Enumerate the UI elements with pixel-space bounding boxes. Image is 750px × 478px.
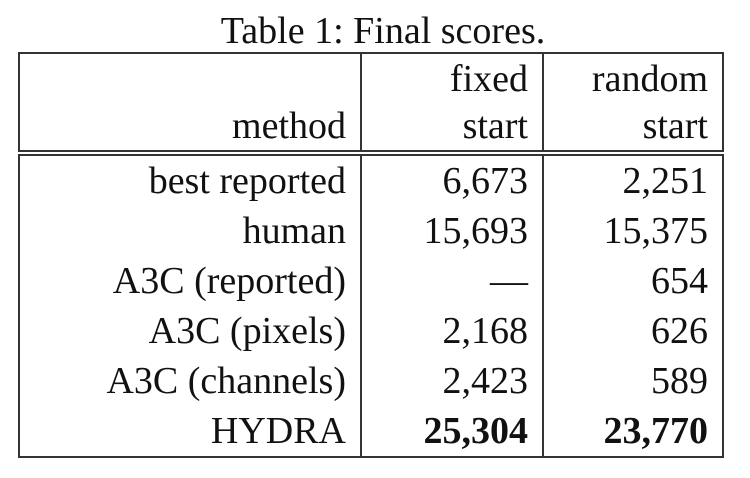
body-row: A3C (channels) 2,423 589 [18,356,724,406]
score-cell: 2,251 [542,153,724,206]
method-cell: best reported [18,153,362,206]
score-cell: 2,423 [360,356,544,406]
method-cell: human [18,206,362,256]
scores-table: method fixed start random start best reported… [18,52,724,458]
header-row: method fixed start random start [18,52,724,156]
table-caption: Table 1: Final scores. [220,10,546,52]
score-cell: — [360,256,544,306]
score-cell: 25,304 [360,406,544,458]
method-cell: A3C (reported) [18,256,362,306]
score-cell: 589 [542,356,724,406]
header-line: start [462,105,528,147]
header-cell: random start [542,52,724,156]
method-cell: A3C (channels) [18,356,362,406]
body-row: HYDRA 25,304 23,770 [18,406,724,458]
score-cell: 15,693 [360,206,544,256]
score-cell: 626 [542,306,724,356]
method-cell: HYDRA [18,406,362,458]
method-cell: A3C (pixels) [18,306,362,356]
body-row: human 15,693 15,375 [18,206,724,256]
header-cell: method [18,52,362,156]
score-cell: 2,168 [360,306,544,356]
header-line: start [642,105,708,147]
header-line: random [591,58,708,100]
header-line: fixed [449,58,528,100]
score-cell: 654 [542,256,724,306]
score-cell: 23,770 [542,406,724,458]
body-row: A3C (pixels) 2,168 626 [18,306,724,356]
score-cell: 6,673 [360,153,544,206]
body-row: A3C (reported) —654 [18,256,724,306]
header-cell: fixed start [360,52,544,156]
body-row: best reported 6,673 2,251 [18,153,724,206]
header-line: method [232,105,346,147]
score-cell: 15,375 [542,206,724,256]
